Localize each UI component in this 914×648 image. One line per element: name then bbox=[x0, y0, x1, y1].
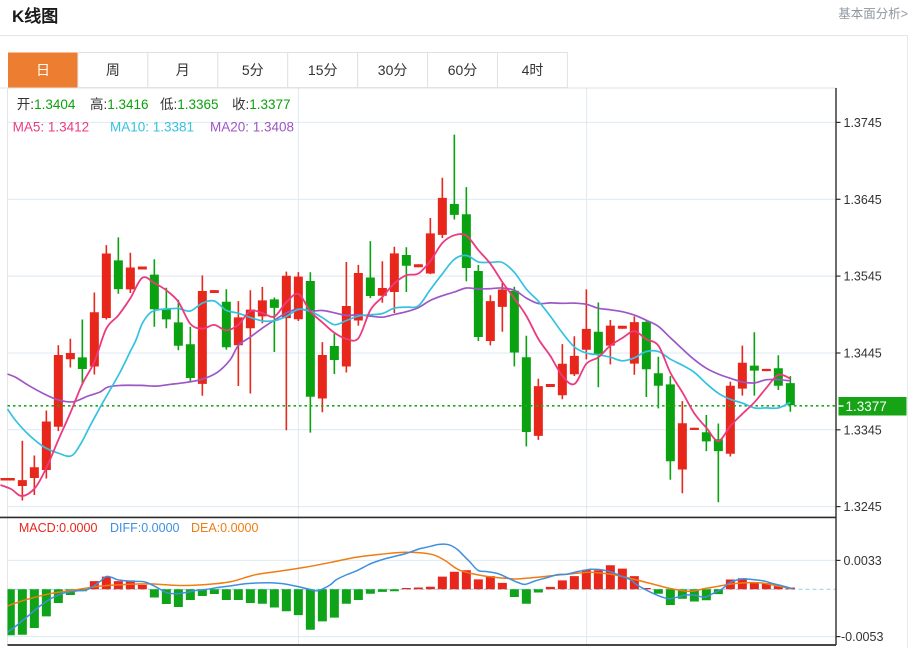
svg-text:15分: 15分 bbox=[308, 62, 338, 78]
svg-text:DEA:0.0000: DEA:0.0000 bbox=[191, 521, 258, 535]
svg-text:K线图: K线图 bbox=[12, 6, 58, 26]
svg-text:MA20: 1.3408: MA20: 1.3408 bbox=[210, 120, 294, 135]
svg-text:日: 日 bbox=[36, 62, 50, 78]
svg-text:1.3377: 1.3377 bbox=[846, 399, 887, 414]
svg-text:1.3445: 1.3445 bbox=[844, 347, 882, 361]
svg-text:-0.0053: -0.0053 bbox=[841, 630, 883, 644]
svg-text:1.3345: 1.3345 bbox=[844, 423, 882, 437]
svg-text:4时: 4时 bbox=[522, 62, 544, 78]
svg-text:开:1.3404: 开:1.3404 bbox=[17, 97, 76, 112]
svg-text:周: 周 bbox=[106, 62, 120, 78]
svg-text:0.0033: 0.0033 bbox=[844, 554, 882, 568]
svg-text:低:1.3365: 低:1.3365 bbox=[160, 97, 219, 112]
svg-text:MA10: 1.3381: MA10: 1.3381 bbox=[110, 120, 194, 135]
svg-text:1.3745: 1.3745 bbox=[844, 116, 882, 130]
svg-text:收:1.3377: 收:1.3377 bbox=[232, 97, 291, 112]
svg-text:1.3545: 1.3545 bbox=[844, 270, 882, 284]
svg-text:1.3645: 1.3645 bbox=[844, 193, 882, 207]
svg-text:5分: 5分 bbox=[242, 62, 264, 78]
svg-text:DIFF:0.0000: DIFF:0.0000 bbox=[110, 521, 180, 535]
svg-text:60分: 60分 bbox=[448, 62, 478, 78]
svg-text:月: 月 bbox=[176, 62, 190, 78]
svg-text:1.3245: 1.3245 bbox=[844, 500, 882, 514]
svg-text:基本面分析>: 基本面分析> bbox=[838, 7, 908, 21]
svg-text:30分: 30分 bbox=[378, 62, 408, 78]
svg-text:高:1.3416: 高:1.3416 bbox=[90, 96, 149, 112]
svg-text:MACD:0.0000: MACD:0.0000 bbox=[19, 521, 98, 535]
svg-text:MA5: 1.3412: MA5: 1.3412 bbox=[13, 120, 90, 135]
